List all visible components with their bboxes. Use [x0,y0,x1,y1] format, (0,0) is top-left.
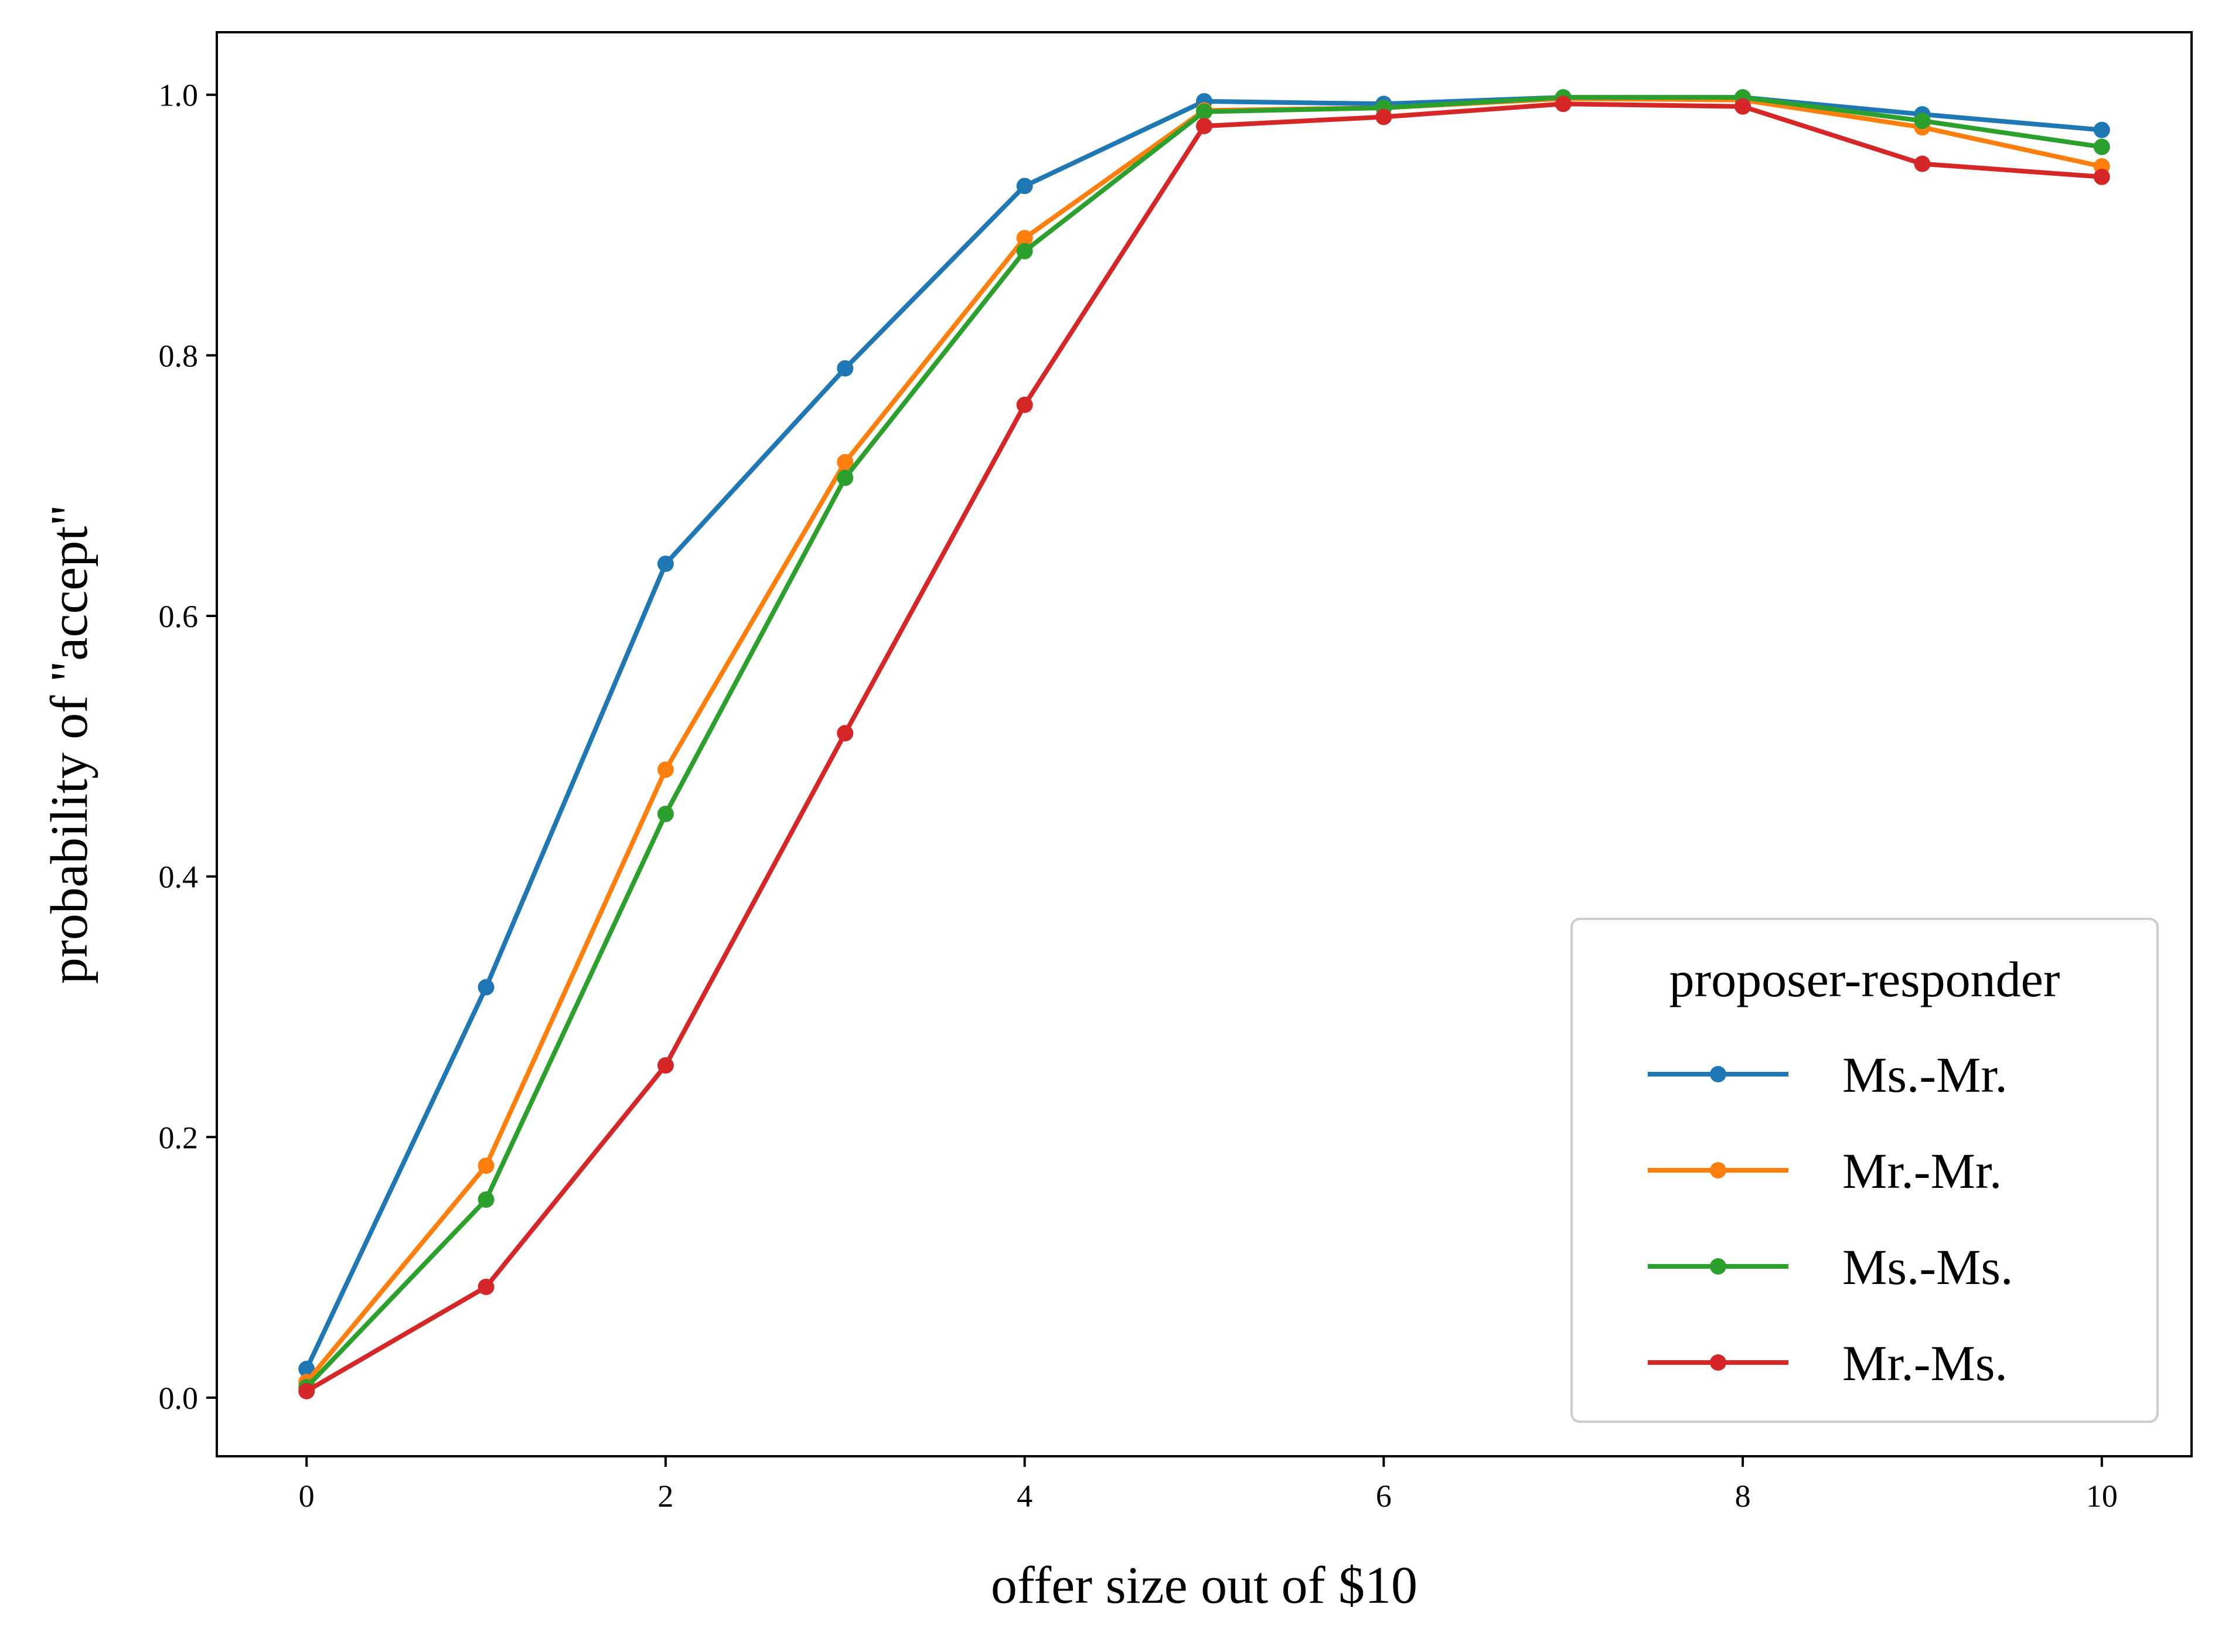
data-point-mr-mr [657,761,674,778]
data-point-mr-ms [298,1382,315,1399]
data-point-ms-mr [1016,178,1033,195]
legend-swatch-marker [1710,1162,1726,1178]
legend-entry-mr-mr: Mr.-Mr. [1648,1143,2002,1199]
legend-swatch-marker [1710,1354,1726,1371]
data-point-mr-ms [1555,96,1572,113]
data-point-mr-ms [2093,168,2110,185]
series-layer [298,89,2110,1399]
legend-swatch-marker [1710,1066,1726,1082]
legend-entry-ms-ms: Ms.-Ms. [1648,1239,2013,1295]
data-point-ms-mr [478,979,495,996]
legend-entry-ms-mr: Ms.-Mr. [1648,1047,2008,1103]
y-tick-label: 0.2 [159,1120,199,1155]
legend-label: Mr.-Ms. [1842,1335,2008,1391]
y-axis-label: probability of "accept" [40,505,98,984]
data-point-mr-ms [478,1278,495,1295]
legend-entries: Ms.-Mr. Mr.-Mr. Ms.-Ms. Mr.-Ms. [1648,1047,2013,1391]
legend-label: Ms.-Ms. [1842,1239,2013,1295]
data-point-mr-ms [657,1057,674,1074]
plot-area-frame [216,31,2193,1457]
data-point-mr-ms [1196,118,1212,135]
legend-label: Ms.-Mr. [1842,1047,2008,1103]
data-point-ms-ms [837,469,854,486]
data-point-mr-ms [1016,396,1033,413]
legend-label: Mr.-Mr. [1842,1143,2002,1199]
data-point-mr-ms [1734,98,1751,115]
x-tick-label: 8 [1735,1479,1751,1514]
data-point-mr-mr [478,1157,495,1174]
x-tick-label: 10 [2086,1479,2118,1514]
data-point-ms-mr [2093,121,2110,138]
y-tick-label: 0.6 [159,599,199,634]
legend: proposer-responder Ms.-Mr. Mr.-Mr. Ms.-Ms.… [1570,918,2159,1423]
data-point-mr-ms [1914,155,1931,172]
data-point-mr-ms [837,725,854,742]
data-point-ms-ms [1196,103,1212,120]
x-tick-label: 4 [1017,1479,1032,1514]
data-point-ms-ms [2093,138,2110,155]
legend-title: proposer-responder [1669,951,2060,1007]
x-axis-ticks: 0 2 4 6 8 10 [299,1456,2118,1514]
data-point-ms-ms [1914,113,1931,130]
x-tick-label: 2 [657,1479,673,1514]
data-point-ms-mr [837,360,854,377]
y-tick-label: 0.4 [159,860,199,895]
data-point-ms-mr [298,1361,315,1378]
x-axis-label: offer size out of $10 [991,1556,1417,1614]
y-tick-label: 0.8 [159,338,199,373]
data-point-mr-ms [1375,108,1392,125]
data-point-ms-ms [1016,243,1033,260]
y-axis-ticks: 0.0 0.2 0.4 0.6 0.8 1.0 [159,78,217,1416]
x-tick-label: 0 [299,1479,315,1514]
data-point-mr-mr [1016,230,1033,247]
legend-swatch-marker [1710,1258,1726,1275]
data-point-mr-mr [837,454,854,471]
legend-entry-mr-ms: Mr.-Ms. [1648,1335,2008,1391]
series-mr-ms [298,96,2110,1399]
data-point-ms-ms [478,1191,495,1208]
y-tick-label: 1.0 [159,78,199,113]
data-point-ms-ms [657,805,674,822]
legend-box [1570,918,2159,1423]
x-tick-label: 6 [1376,1479,1392,1514]
y-tick-label: 0.0 [159,1381,199,1416]
data-point-ms-mr [657,556,674,573]
